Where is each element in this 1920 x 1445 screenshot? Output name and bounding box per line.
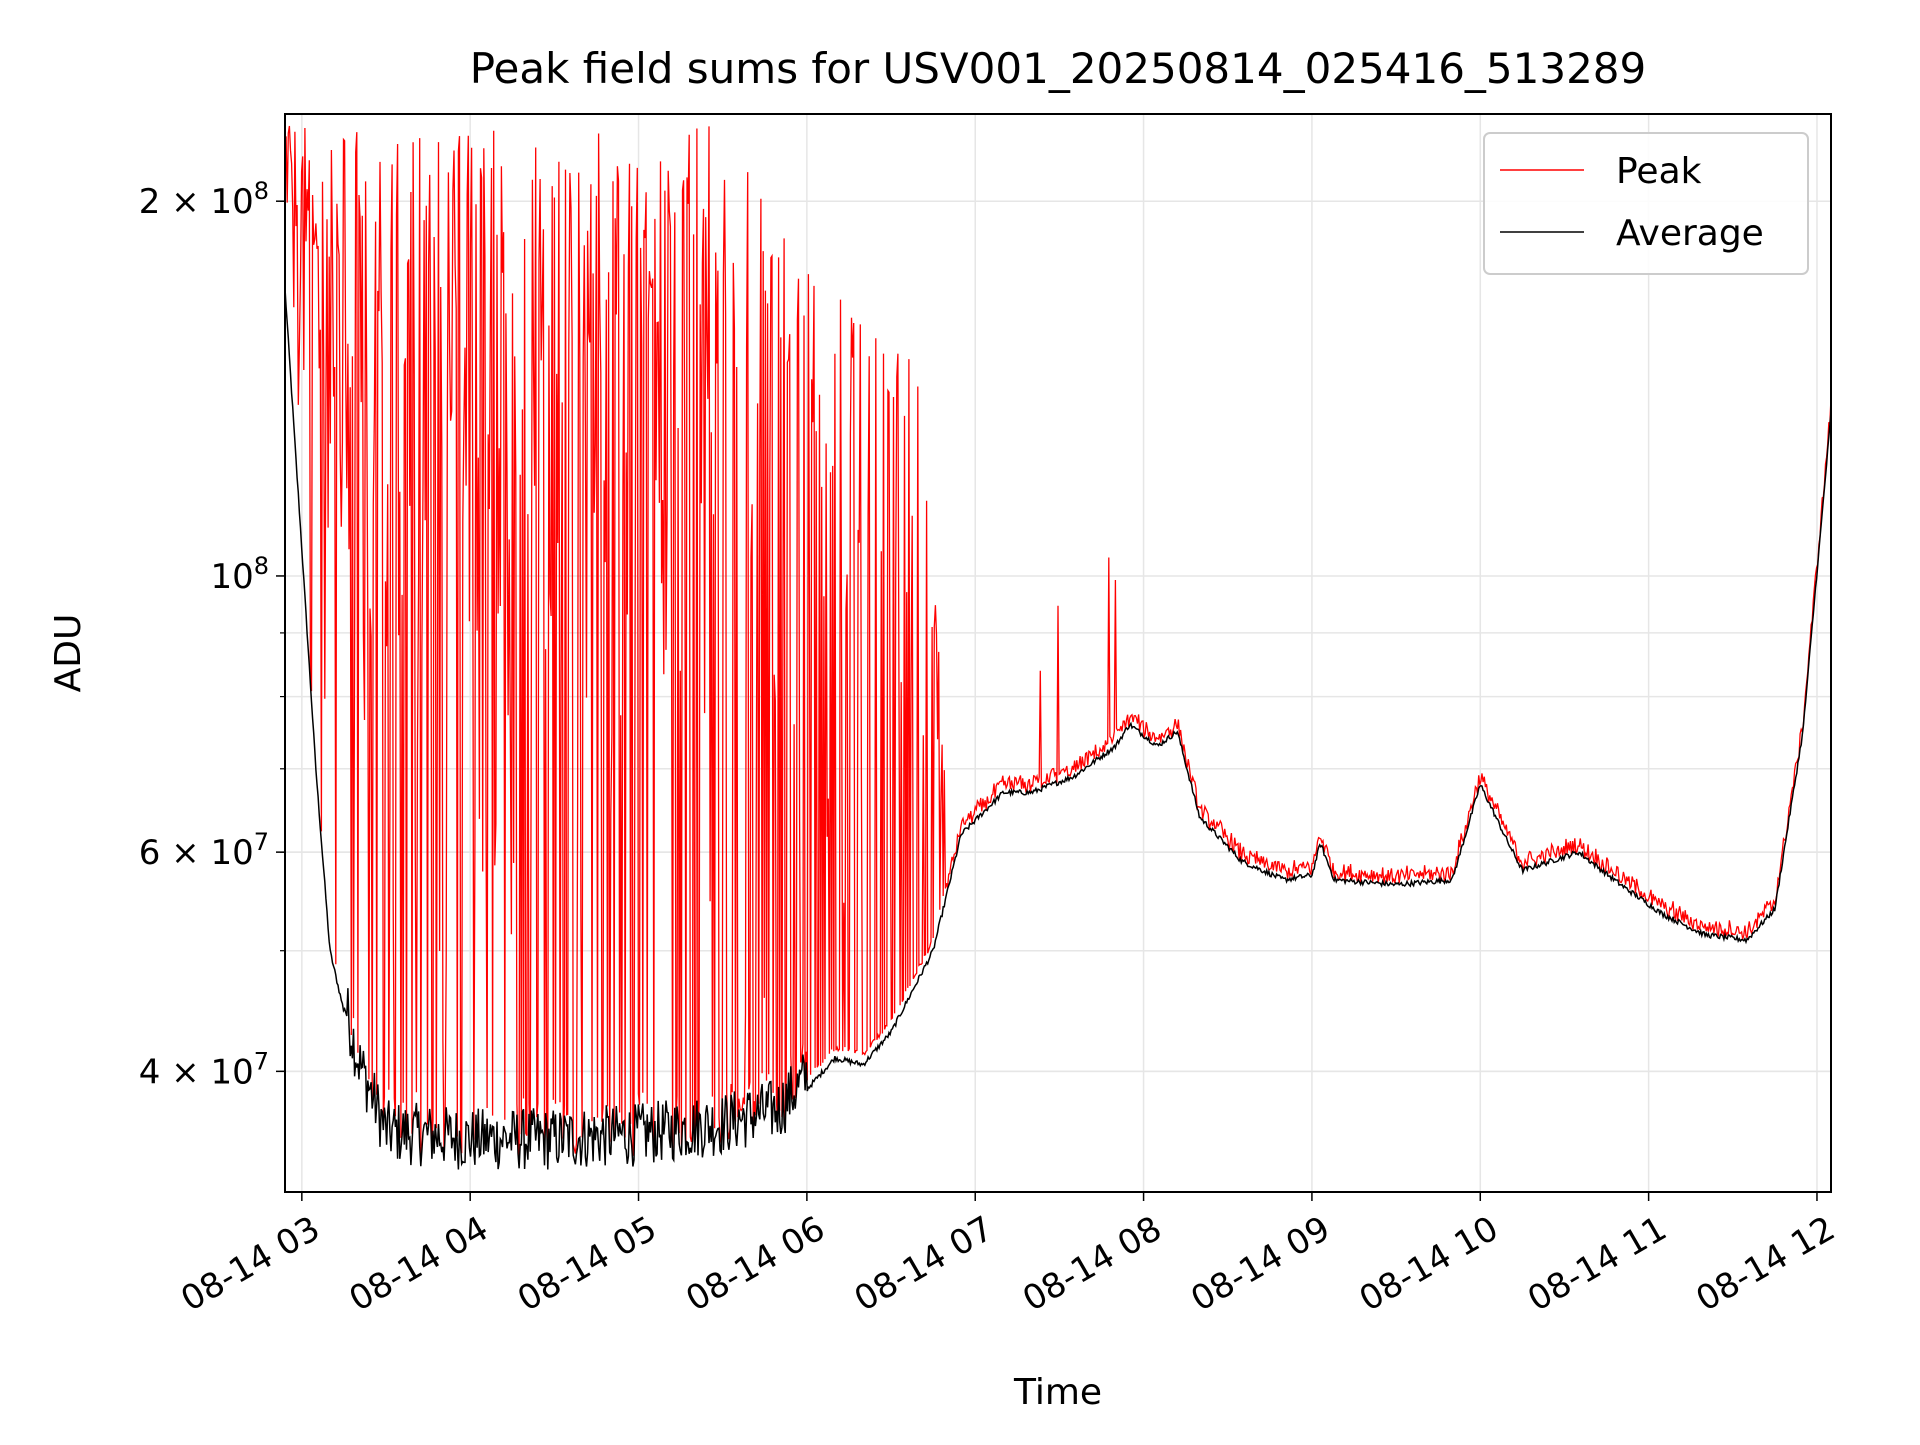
y-tick-label: 4 × 107 — [139, 1047, 269, 1092]
y-axis-label: ADU — [48, 614, 89, 693]
y-tick-label: 108 — [210, 552, 269, 597]
legend-label-peak: Peak — [1616, 151, 1702, 192]
legend-box — [1483, 132, 1809, 275]
legend: Peak Average — [1483, 132, 1809, 275]
y-tick-label: 2 × 108 — [139, 177, 269, 222]
series-line-average — [285, 288, 1831, 1170]
x-axis-label: Time — [1013, 1372, 1102, 1413]
legend-label-average: Average — [1616, 213, 1764, 254]
chart-title: Peak field sums for USV001_20250814_0254… — [470, 44, 1647, 93]
series-line-peak — [285, 125, 1831, 1159]
plot-area — [285, 125, 1831, 1170]
axes-frame — [284, 113, 1832, 1193]
y-tick-label: 6 × 107 — [139, 828, 269, 873]
